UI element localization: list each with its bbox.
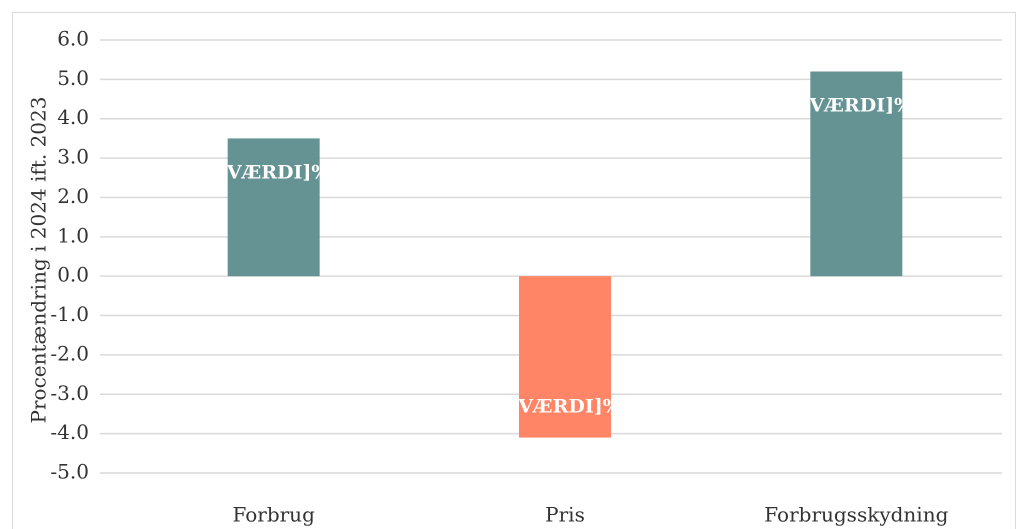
bar: [519, 276, 611, 438]
y-tick-label: 2.0: [57, 184, 89, 208]
x-tick-label: Forbrugsskydning: [764, 503, 948, 527]
data-label: [VÆRDI]%: [218, 161, 330, 183]
chart-border: [12, 12, 1016, 529]
bar: [227, 138, 320, 277]
y-tick-label: 1.0: [57, 223, 89, 247]
y-tick-label: 6.0: [57, 27, 89, 51]
bar: [810, 71, 903, 277]
y-tick-label: -4.0: [50, 420, 89, 444]
y-tick-label: -1.0: [50, 302, 89, 326]
x-tick-label: Forbrug: [232, 503, 315, 527]
data-label: [VÆRDI]%: [801, 94, 913, 116]
y-tick-label: 3.0: [57, 145, 89, 169]
y-tick-label: -3.0: [50, 381, 89, 405]
y-tick-label: -2.0: [50, 341, 89, 365]
x-tick-label: Pris: [545, 503, 585, 527]
y-axis-title: Procentændring i 2024 ift. 2023: [27, 97, 51, 424]
y-tick-label: 0.0: [57, 263, 89, 287]
y-tick-label: 5.0: [57, 66, 89, 90]
data-label: [VÆRDI]%: [509, 396, 621, 418]
y-tick-label: -5.0: [50, 460, 89, 484]
y-tick-label: 4.0: [57, 105, 89, 129]
